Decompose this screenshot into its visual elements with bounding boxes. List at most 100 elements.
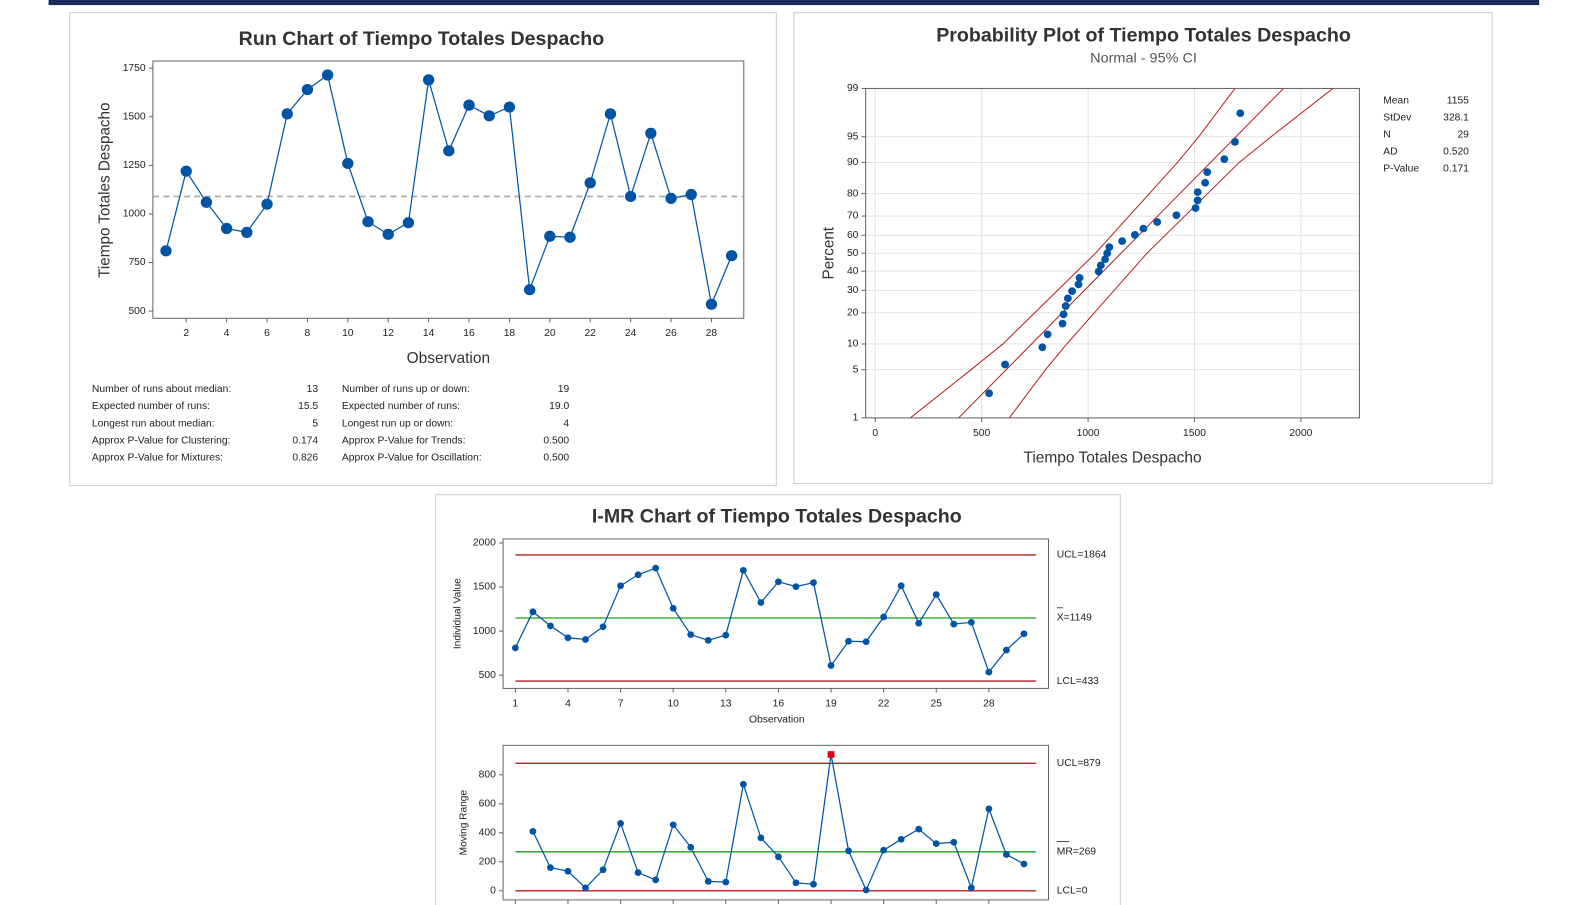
y-axis-label: Percent (820, 226, 837, 279)
data-point (544, 230, 556, 242)
data-point (564, 867, 572, 875)
y-axis-label: Moving Range (458, 790, 469, 856)
stat-label: P-Value (1383, 163, 1419, 174)
data-point (523, 284, 536, 296)
data-point (1203, 168, 1212, 176)
fit-line (958, 88, 1284, 418)
data-point (1130, 231, 1139, 239)
stat-value: 328.1 (1443, 112, 1469, 123)
data-point (810, 880, 817, 888)
x-tick-label: 22 (584, 328, 596, 339)
y-tick-label: 50 (847, 248, 859, 259)
y-tick-label: 90 (847, 157, 859, 168)
panel (434, 494, 1121, 905)
x-tick-label: 10 (342, 328, 354, 339)
data-point (582, 636, 589, 643)
y-tick-label: 750 (128, 257, 146, 268)
data-point (652, 564, 660, 572)
data-point (1101, 255, 1110, 264)
x-tick-label: 24 (625, 328, 637, 339)
x-tick-label: 10 (667, 698, 679, 709)
ucl-label: UCL=1864 (1057, 550, 1107, 561)
data-point (985, 805, 993, 813)
x-tick-label: 12 (382, 328, 394, 339)
x-tick-label: 28 (983, 698, 995, 709)
data-point (880, 846, 888, 854)
data-point (739, 566, 747, 574)
stat-label: Longest run about median: (92, 418, 215, 429)
data-point (810, 579, 817, 587)
y-tick-label: 0 (490, 886, 496, 897)
x-axis-label: Tiempo Totales Despacho (1023, 450, 1201, 467)
stat-label: Approx P-Value for Trends: (342, 435, 466, 446)
y-tick-label: 70 (847, 211, 859, 222)
data-point (862, 886, 870, 894)
stat-label: Mean (1383, 95, 1409, 106)
y-tick-label: 20 (847, 308, 859, 319)
stat-label: Approx P-Value for Clustering: (92, 435, 231, 446)
data-point (687, 843, 695, 851)
stat-label: Expected number of runs: (342, 401, 460, 412)
data-point (617, 820, 624, 827)
data-point (725, 250, 738, 262)
y-tick-label: 1000 (123, 209, 146, 220)
x-tick-label: 18 (504, 328, 516, 339)
y-tick-label: 5 (853, 364, 859, 375)
plot-frame (865, 87, 1360, 419)
y-tick-label: 30 (847, 285, 859, 296)
y-tick-label: 1000 (473, 626, 496, 637)
stat-label: StDev (1383, 112, 1412, 123)
stat-value: 15.5 (298, 401, 318, 412)
data-point (685, 188, 697, 201)
data-point (669, 821, 677, 829)
x-tick-label: 25 (931, 698, 943, 709)
chart-title: Probability Plot of Tiempo Totales Despa… (936, 25, 1351, 47)
data-point (599, 623, 607, 631)
data-point (1094, 267, 1103, 276)
data-point (1061, 302, 1070, 310)
stat-label: N (1383, 129, 1390, 140)
data-point (321, 69, 334, 81)
center-label: X=1149 (1057, 613, 1092, 624)
stat-value: 1155 (1447, 95, 1469, 106)
data-point (1201, 178, 1210, 187)
data-point (652, 876, 660, 884)
data-point (645, 127, 657, 139)
data-point (792, 879, 800, 887)
x-tick-label: 0 (872, 428, 878, 439)
panel (793, 12, 1493, 485)
data-point (564, 231, 576, 243)
x-tick-label: 6 (264, 328, 270, 339)
data-point (1020, 860, 1028, 868)
x-tick-label: 500 (973, 428, 991, 439)
x-tick-label: 1500 (1183, 428, 1206, 439)
data-point (932, 840, 940, 848)
stat-label: Approx P-Value for Mixtures: (92, 453, 223, 464)
data-point (950, 838, 958, 846)
data-point (915, 619, 923, 627)
data-point (897, 835, 905, 843)
y-tick-label: 60 (847, 230, 859, 241)
data-point (1075, 273, 1084, 282)
data-point (1172, 211, 1181, 220)
x-tick-label: 28 (706, 328, 718, 339)
data-line (532, 754, 1025, 892)
data-point (967, 618, 975, 626)
data-point (704, 878, 712, 885)
data-point (1118, 237, 1127, 245)
y-tick-label: 400 (479, 828, 497, 839)
data-point (529, 827, 537, 835)
x-tick-label: 26 (665, 328, 677, 339)
data-point (1074, 280, 1083, 289)
data-point (220, 222, 233, 235)
data-point (967, 884, 975, 892)
top-bar (48, 0, 1540, 6)
data-point (511, 644, 519, 652)
data-point (1058, 319, 1067, 328)
data-point (582, 884, 589, 892)
data-point (599, 866, 607, 874)
data-point (463, 99, 475, 111)
stat-value: 0.500 (543, 435, 569, 446)
x-tick-label: 22 (878, 698, 890, 709)
